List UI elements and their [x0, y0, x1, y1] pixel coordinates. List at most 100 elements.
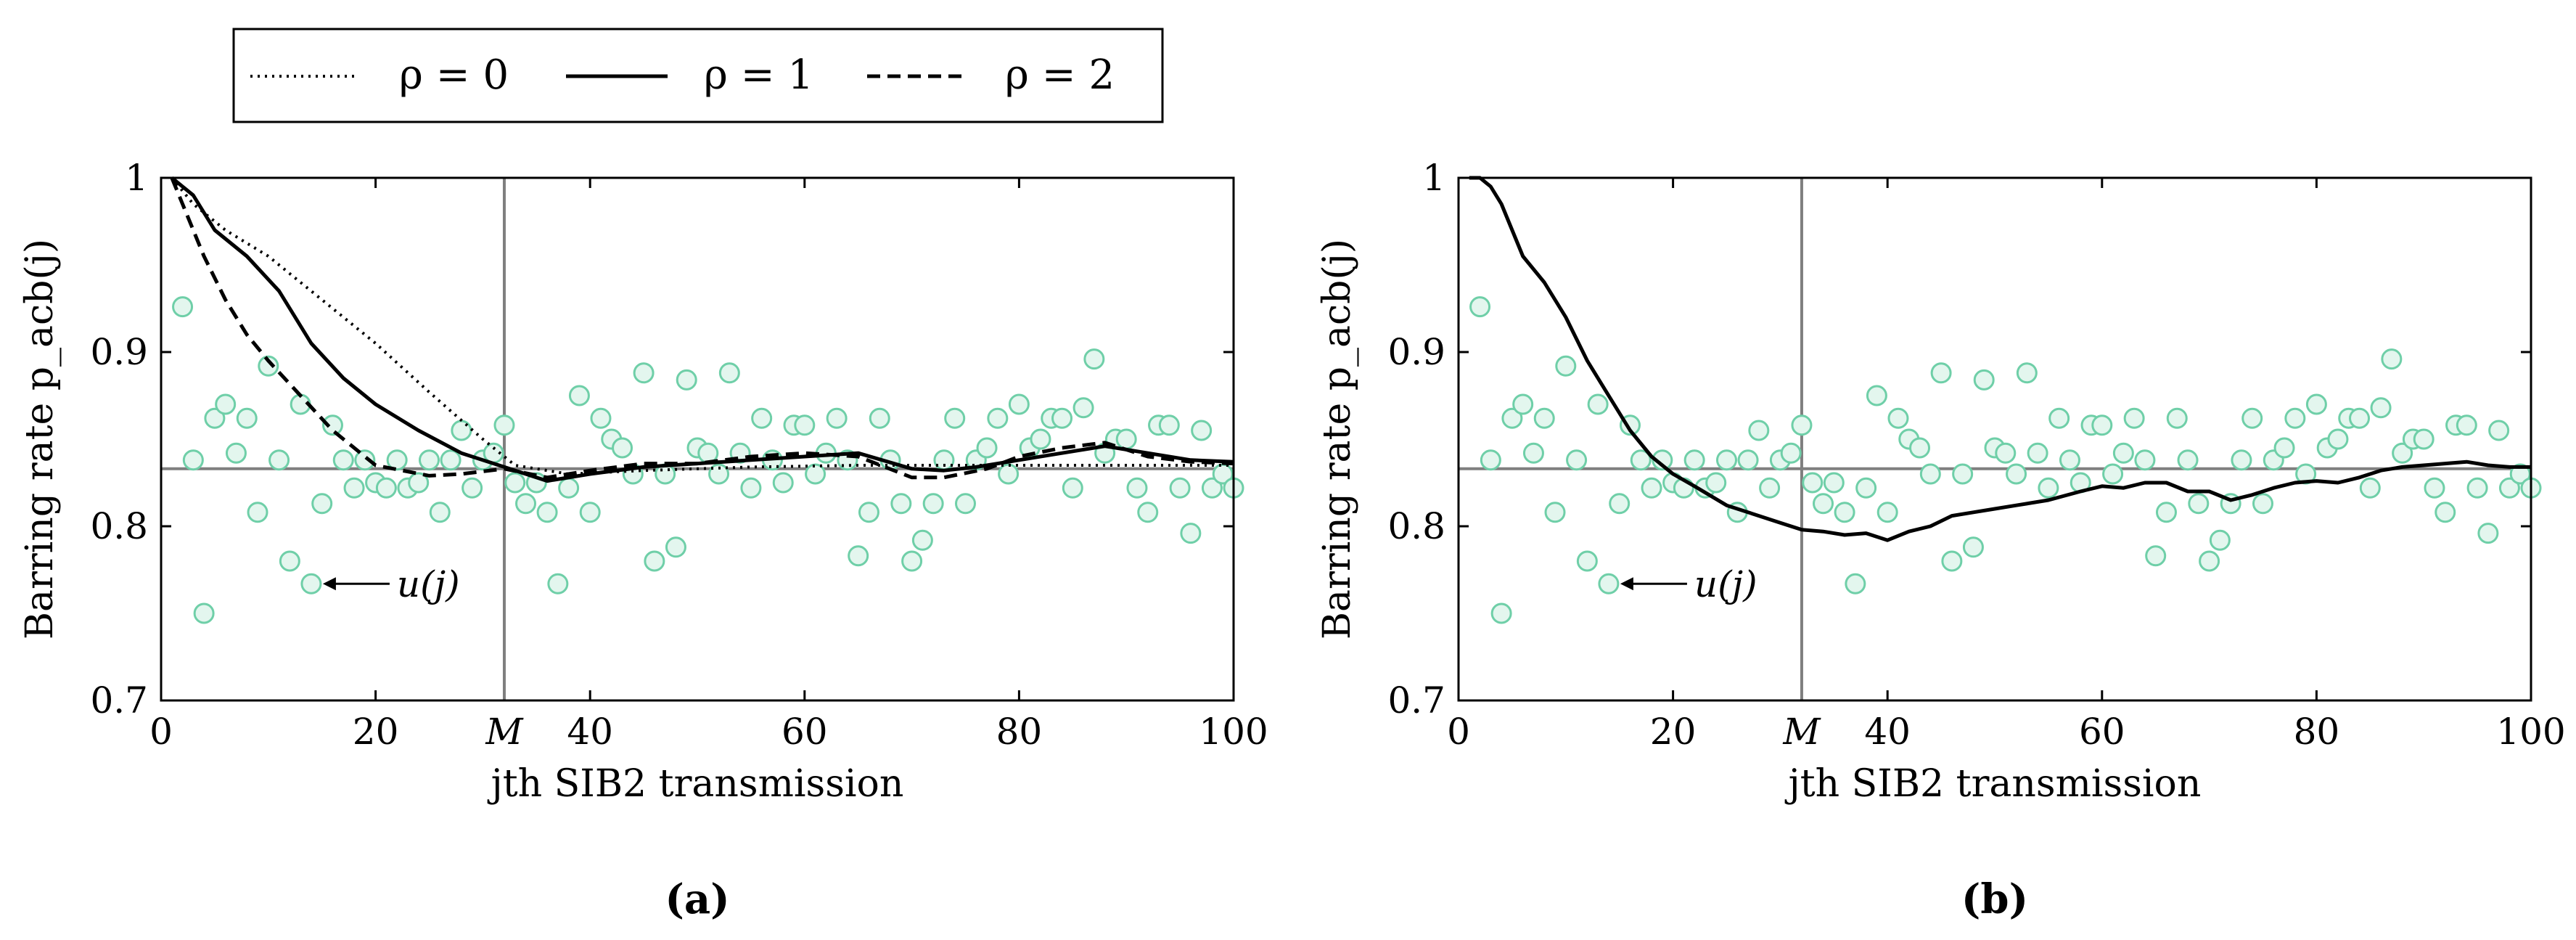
scatter-point — [2199, 550, 2220, 572]
scatter-point — [1008, 393, 1030, 415]
scatter-point — [708, 463, 730, 485]
scatter-point — [247, 502, 268, 523]
scatter-point — [1522, 442, 1544, 464]
scatter-point — [1748, 420, 1770, 441]
chart-panel-a: 0 20 40 60 80 100 M 0.7 0.8 0.9 1 u(j) jth SIB2 tr… — [18, 157, 1268, 923]
x-tick-label: 80 — [996, 711, 1043, 753]
scatter-point — [2134, 449, 2156, 471]
vertical-marker-label: M — [1782, 711, 1821, 753]
x-tick-label: 80 — [2294, 711, 2340, 753]
scatter-point — [665, 536, 686, 558]
scatter-point — [386, 449, 408, 471]
panel-caption: (a) — [665, 875, 729, 923]
scatter-point — [300, 573, 322, 594]
x-axis-label: jth SIB2 transmission — [488, 762, 904, 806]
y-tick-label: 1 — [1422, 157, 1445, 199]
y-axis-label: Barring rate p_acb(j) — [1316, 239, 1359, 639]
legend-label-rho1: ρ = 1 — [704, 52, 813, 99]
scatter-point — [1566, 449, 1588, 471]
plot-frame — [1457, 176, 2532, 702]
scatter-point — [1716, 449, 1737, 471]
scatter-point — [1952, 463, 1974, 485]
scatter-point — [1973, 369, 1995, 391]
scatter-point — [2102, 463, 2124, 485]
scatter-point — [2027, 442, 2048, 464]
y-tick-label: 0.8 — [1387, 505, 1445, 547]
scatter-point — [2359, 477, 2381, 499]
scatter-point — [493, 414, 515, 436]
scatter-point — [1737, 449, 1759, 471]
y-axis-label: Barring rate p_acb(j) — [18, 239, 62, 639]
scatter-point — [225, 442, 247, 464]
scatter-point — [1083, 348, 1105, 370]
scatter-point — [2006, 463, 2027, 485]
plot-frame — [160, 176, 1235, 702]
scatter-point — [1683, 449, 1705, 471]
scatter-point — [321, 414, 343, 436]
scatter-point — [2273, 437, 2295, 459]
annotation-arrowhead — [322, 577, 336, 591]
x-tick-label: 0 — [149, 711, 173, 753]
scatter-point — [1876, 502, 1898, 523]
scatter-point — [1780, 442, 1802, 464]
scatter-point — [2123, 407, 2145, 429]
scatter-point — [2284, 407, 2306, 429]
scatter-point — [848, 545, 869, 567]
scatter-point — [676, 369, 697, 391]
scatter-point — [718, 362, 740, 384]
scatter-point — [1705, 472, 1727, 494]
scatter-point — [1802, 472, 1824, 494]
scatter-point — [515, 493, 537, 515]
scatter-point — [2091, 414, 2113, 436]
scatter-point — [1759, 477, 1781, 499]
scatter-point — [1919, 463, 1941, 485]
scatter-point — [568, 385, 590, 406]
scatter-point — [1512, 393, 1534, 415]
scatter-point — [504, 472, 526, 494]
scatter-point — [922, 493, 944, 515]
scatter-point — [955, 493, 976, 515]
legend-box — [232, 28, 1164, 123]
scatter-point — [1072, 397, 1094, 419]
scatter-point — [2466, 477, 2488, 499]
scatter-point — [193, 602, 215, 624]
scatter-point — [279, 550, 300, 572]
scatter-point — [429, 502, 451, 523]
scatter-point — [2016, 362, 2038, 384]
scatter-point — [890, 493, 912, 515]
scatter-point — [1501, 407, 1523, 429]
scatter-point — [2327, 428, 2349, 450]
scatter-point — [2252, 493, 2273, 515]
x-tick-label: 60 — [2079, 711, 2125, 753]
annotation-label: u(j) — [397, 563, 460, 605]
scatter-point — [1845, 573, 1866, 594]
chart-panel-b: 0 20 40 60 80 100 M 0.7 0.8 0.9 1 u(j) jth SIB2 tr… — [1316, 157, 2566, 923]
x-tick-label: 40 — [1864, 711, 1911, 753]
scatter-point — [644, 550, 665, 572]
scatter-point — [1544, 502, 1566, 523]
scatter-point — [2166, 407, 2188, 429]
scatter-point — [1834, 502, 1855, 523]
scatter-point — [1137, 502, 1159, 523]
series-line-solid — [171, 176, 1234, 483]
scatter-point — [590, 407, 612, 429]
scatter-point — [343, 477, 365, 499]
scatter-point — [1652, 449, 1673, 471]
scatter-point — [1180, 523, 1202, 544]
scatter-point — [1490, 602, 1512, 624]
scatter-point — [911, 529, 933, 551]
y-tick-label: 0.7 — [1387, 679, 1445, 722]
scatter-point — [2188, 493, 2210, 515]
scatter-point — [740, 477, 762, 499]
scatter-point — [2059, 449, 2080, 471]
scatter-point — [1855, 477, 1877, 499]
scatter-point — [2488, 420, 2510, 441]
scatter-point — [1909, 437, 1931, 459]
scatter-point — [182, 449, 204, 471]
scatter-point — [2424, 477, 2445, 499]
scatter-point — [858, 502, 879, 523]
scatter-point — [901, 550, 923, 572]
scatter-point — [2155, 502, 2177, 523]
scatter-point — [547, 573, 569, 594]
scatter-point — [633, 362, 655, 384]
